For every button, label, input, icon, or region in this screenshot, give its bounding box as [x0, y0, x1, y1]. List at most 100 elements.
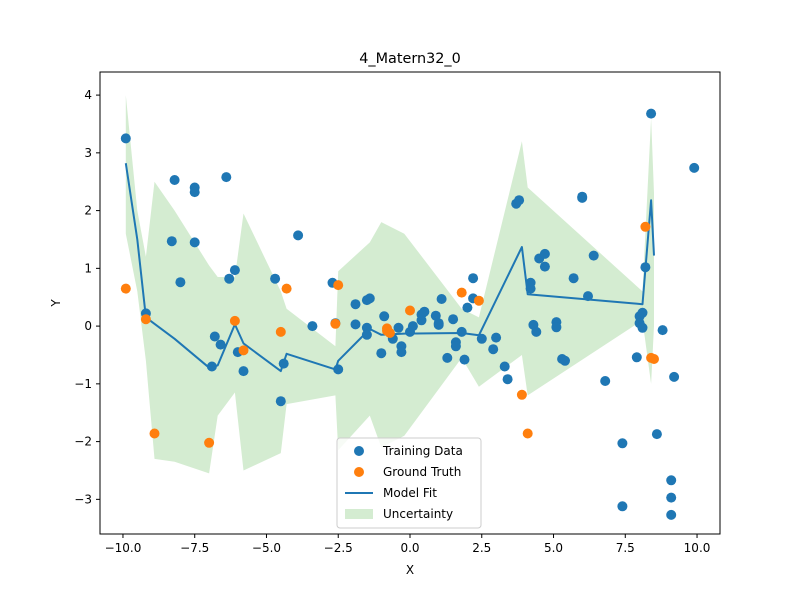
y-tick-label: 4	[84, 88, 92, 102]
training-data-point	[539, 248, 550, 259]
training-data-point	[450, 341, 461, 352]
training-data-point	[120, 133, 131, 144]
training-data-point	[637, 307, 648, 318]
training-data-point	[488, 344, 499, 355]
training-data-point	[350, 319, 361, 330]
x-tick-label: −10.0	[105, 541, 142, 555]
training-data-point	[278, 358, 289, 369]
legend-label-training-data: Training Data	[382, 444, 463, 458]
training-data-point	[229, 265, 240, 276]
ground-truth-point	[275, 326, 286, 337]
ground-truth-point	[149, 428, 160, 439]
ground-truth-point	[516, 389, 527, 400]
training-data-point	[502, 374, 513, 385]
ground-truth-point	[405, 305, 415, 316]
training-data-point	[666, 509, 677, 520]
y-tick-label: 3	[84, 146, 92, 160]
training-data-point	[433, 318, 444, 329]
training-data-point	[215, 339, 226, 350]
training-data-point	[583, 291, 593, 302]
training-data-point	[568, 273, 579, 284]
training-data-point	[350, 299, 361, 310]
training-data-point	[361, 322, 372, 333]
training-data-point	[293, 230, 304, 241]
training-data-point	[224, 273, 235, 284]
ground-truth-point	[456, 287, 467, 298]
training-data-point	[430, 310, 441, 321]
training-data-point	[407, 321, 418, 332]
training-data-point	[617, 501, 628, 512]
training-data-point	[631, 352, 642, 363]
y-axis: −3 −2 −1 0 1 2 3 4	[74, 88, 100, 506]
uncertainty-band	[125, 95, 655, 474]
training-data-point	[456, 326, 467, 337]
x-tick-label: 7.5	[616, 541, 635, 555]
ground-truth-point	[333, 280, 344, 291]
y-tick-label: 1	[84, 261, 92, 275]
training-data-point	[525, 283, 536, 294]
training-data-point	[238, 366, 249, 377]
ground-truth-point	[649, 354, 659, 364]
scatter-layer	[120, 108, 700, 520]
training-data-point	[333, 364, 344, 375]
training-data-point	[640, 262, 651, 273]
training-data-point	[491, 332, 502, 343]
legend-marker-ground-truth	[354, 467, 364, 477]
y-tick-label: 2	[84, 204, 92, 218]
training-data-point	[189, 237, 200, 248]
training-data-point	[436, 294, 447, 304]
ground-truth-point	[204, 437, 215, 448]
ground-truth-point	[281, 283, 292, 294]
training-data-point	[651, 429, 662, 440]
x-tick-label: 5.0	[544, 541, 563, 555]
legend-label-model-fit: Model Fit	[383, 486, 437, 500]
ground-truth-point	[473, 295, 484, 306]
x-tick-label: 0.0	[400, 541, 419, 555]
training-data-point	[448, 314, 459, 325]
training-data-point	[499, 361, 510, 372]
training-data-point	[166, 236, 177, 247]
training-data-point	[462, 302, 473, 313]
training-data-point	[617, 438, 628, 449]
training-data-point	[175, 277, 186, 288]
x-axis: −10.0 −7.5 −5.0 −2.5 0.0 2.5 5.0 7.5 10.0	[105, 534, 710, 555]
training-data-point	[270, 273, 281, 284]
x-tick-label: −2.5	[324, 541, 353, 555]
y-tick-label: −2	[74, 435, 92, 449]
y-axis-label: Y	[49, 299, 63, 308]
y-tick-label: −1	[74, 377, 92, 391]
y-tick-label: 0	[84, 319, 92, 333]
training-data-point	[666, 492, 677, 503]
training-data-point	[393, 322, 404, 333]
training-data-point	[169, 175, 180, 185]
training-data-point	[189, 187, 200, 198]
training-data-point	[364, 293, 375, 304]
uncertainty-layer	[125, 95, 655, 474]
training-data-point	[539, 261, 550, 272]
legend: Training Data Ground Truth Model Fit Unc…	[336, 437, 482, 529]
ground-truth-point	[140, 314, 151, 325]
training-data-point	[376, 348, 387, 359]
legend-marker-training-data	[354, 446, 364, 456]
training-data-point	[361, 329, 372, 340]
ground-truth-point	[522, 428, 533, 439]
ground-truth-point	[229, 315, 240, 326]
training-data-point	[459, 354, 470, 365]
training-data-point	[637, 322, 648, 333]
training-data-point	[476, 333, 487, 344]
x-tick-label: −7.5	[180, 541, 209, 555]
training-data-point	[468, 273, 479, 284]
training-data-point	[560, 355, 570, 366]
chart-title: 4_Matern32_0	[359, 51, 461, 67]
x-axis-label: X	[406, 563, 414, 577]
training-data-point	[419, 306, 430, 317]
legend-label-ground-truth: Ground Truth	[383, 465, 461, 479]
training-data-point	[577, 191, 588, 202]
training-data-point	[221, 172, 232, 183]
training-data-point	[588, 250, 599, 261]
training-data-point	[275, 396, 286, 407]
y-tick-label: −3	[74, 492, 92, 506]
x-tick-label: 2.5	[472, 541, 491, 555]
training-data-point	[514, 195, 525, 206]
